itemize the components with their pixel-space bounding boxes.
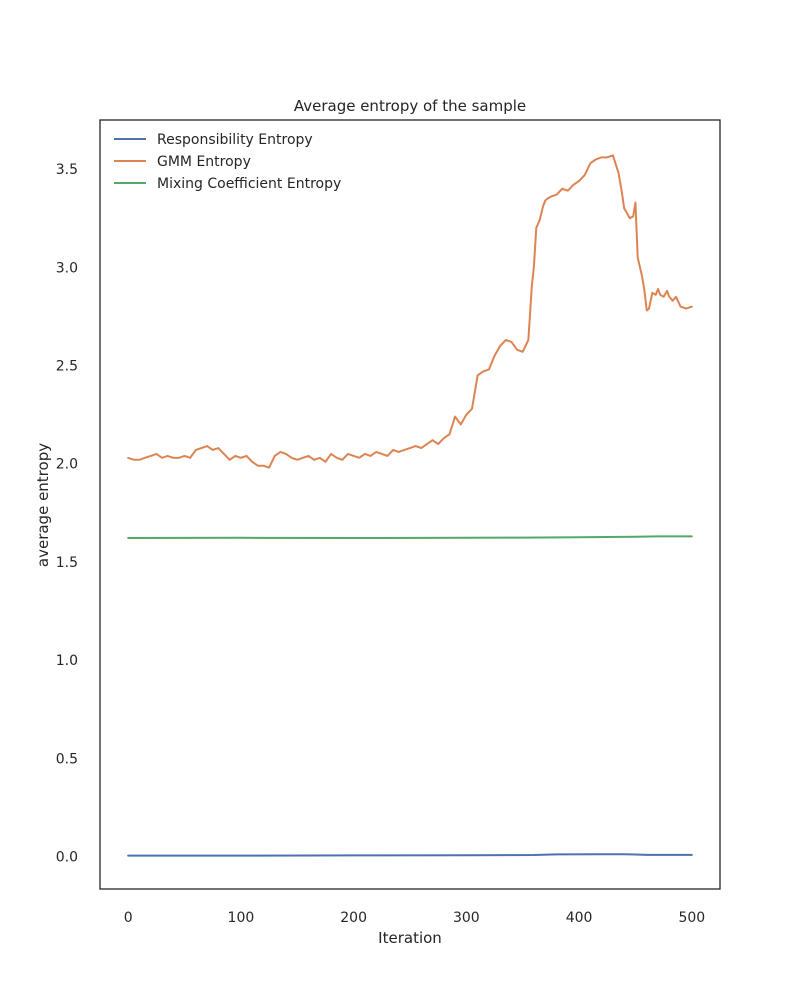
y-tick-label: 0.5 bbox=[56, 751, 78, 767]
plot-marks bbox=[127, 154, 693, 857]
y-tick-label: 2.5 bbox=[56, 359, 78, 375]
x-axis-ticks: 0 100 200 300 400 500 bbox=[124, 910, 705, 926]
x-axis-label: Iteration bbox=[378, 929, 442, 947]
y-axis-label: average entropy bbox=[34, 443, 52, 567]
x-tick-label: 0 bbox=[124, 910, 133, 926]
chart-title: Average entropy of the sample bbox=[294, 97, 526, 115]
legend-label-0: Responsibility Entropy bbox=[157, 132, 313, 148]
x-tick-label: 400 bbox=[566, 910, 593, 926]
series-line-0 bbox=[127, 853, 693, 857]
legend-label-1: GMM Entropy bbox=[157, 154, 251, 170]
x-tick-label: 500 bbox=[678, 910, 705, 926]
x-tick-label: 300 bbox=[453, 910, 480, 926]
y-tick-label: 3.5 bbox=[56, 162, 78, 178]
y-tick-label: 1.0 bbox=[56, 653, 78, 669]
y-axis-ticks: 0.0 0.5 1.0 1.5 2.0 2.5 3.0 3.5 bbox=[56, 162, 78, 865]
y-tick-label: 2.0 bbox=[56, 457, 78, 473]
series-line-2 bbox=[127, 535, 693, 539]
legend: Responsibility Entropy GMM Entropy Mixing … bbox=[114, 132, 341, 192]
legend-label-2: Mixing Coefficient Entropy bbox=[157, 176, 341, 192]
y-tick-label: 1.5 bbox=[56, 555, 78, 571]
series-line-1 bbox=[127, 154, 693, 469]
y-tick-label: 0.0 bbox=[56, 850, 78, 866]
y-tick-label: 3.0 bbox=[56, 260, 78, 276]
x-tick-label: 100 bbox=[228, 910, 255, 926]
plot-frame bbox=[99, 119, 721, 890]
x-tick-label: 200 bbox=[340, 910, 367, 926]
